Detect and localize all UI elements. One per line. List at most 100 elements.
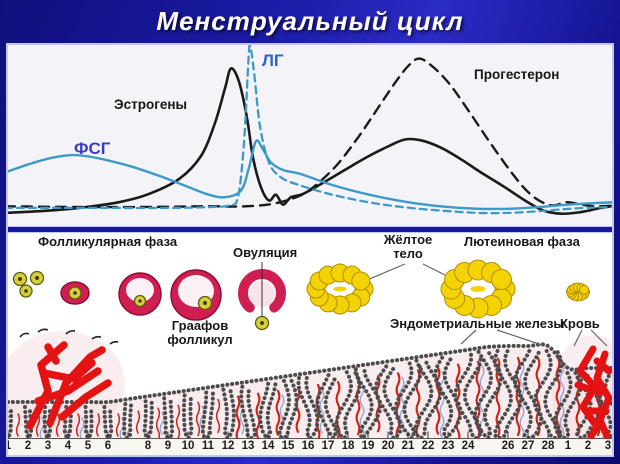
spiral-artery [255, 392, 261, 439]
follicle-primordial [12, 271, 28, 287]
spiral-artery [515, 356, 521, 437]
spiral-artery [95, 413, 101, 437]
label-fsh: ФСГ [74, 139, 111, 158]
menstruation-left [26, 341, 112, 430]
spiral-artery [75, 413, 81, 437]
spiral-artery [575, 378, 581, 437]
day-label: 9 [164, 440, 172, 452]
label-connector [590, 329, 608, 347]
corpus-albicans [566, 282, 590, 302]
day-label: 8 [144, 440, 152, 452]
hormone-chart-panel: Эстрогены Прогестерон ФСГ ЛГ [8, 45, 612, 226]
spiral-artery [555, 356, 561, 437]
label-corpus-luteum: Жёлтое тело [376, 233, 440, 262]
cycle-panel: Фолликулярная фаза Овуляция Жёлтое тело … [8, 233, 612, 455]
tissue-debris [109, 340, 119, 345]
vein [559, 361, 565, 440]
spiral-artery [15, 413, 21, 437]
day-label: 28 [541, 440, 555, 452]
day-label: 12 [221, 440, 235, 452]
spiral-artery [35, 413, 41, 437]
label-corpus-luteum-line1: Жёлтое [383, 233, 433, 247]
endometrial-gland [8, 405, 14, 441]
spiral-artery [195, 401, 201, 437]
curve-lh [8, 45, 612, 215]
label-lh: ЛГ [262, 51, 284, 70]
follicle-primordial [29, 270, 45, 286]
label-graafian-follicle: Граафов фолликул [154, 318, 246, 348]
day-label: 21 [401, 440, 415, 452]
day-label: 23 [441, 440, 455, 452]
vein [119, 417, 125, 441]
tissue-debris [91, 335, 102, 340]
day-label: 17 [321, 440, 335, 452]
spiral-artery [215, 398, 221, 434]
day-label: 5 [84, 440, 92, 452]
tissue-debris [19, 332, 30, 338]
tissue-debris [37, 328, 49, 333]
day-label: 24 [461, 440, 475, 452]
day-label: 22 [421, 440, 435, 452]
label-endometrial-glands: Эндометриальные железы [390, 316, 565, 331]
day-label: 19 [361, 440, 375, 452]
spiral-artery [135, 410, 141, 434]
day-label: 26 [501, 440, 515, 452]
label-progesterone: Прогестерон [474, 67, 560, 82]
endometrial-gland [102, 405, 114, 441]
day-ruler-strip [8, 439, 612, 455]
label-estrogen: Эстрогены [114, 97, 188, 112]
day-label: 18 [341, 440, 355, 452]
day-label: 4 [64, 440, 72, 452]
day-label: 10 [181, 440, 195, 452]
label-ovulation: Овуляция [233, 245, 298, 260]
spiral-artery [115, 413, 121, 437]
day-label: 11 [201, 440, 215, 452]
label-connector [460, 329, 477, 345]
vein [319, 388, 325, 434]
spiral-artery [175, 404, 181, 440]
tissue-debris [65, 329, 76, 335]
spiral-artery [235, 395, 241, 442]
day-label: 20 [381, 440, 395, 452]
day-label: 14 [261, 440, 275, 452]
content-frame: Эстрогены Прогестерон ФСГ ЛГ Фолликулярн… [6, 43, 614, 457]
vein [159, 411, 165, 435]
vein [439, 370, 445, 439]
corpus-luteum-mature [440, 259, 516, 319]
label-connector [496, 329, 543, 346]
follicle-primordial [19, 284, 33, 298]
spiral-artery [355, 378, 361, 436]
ovulated-egg [254, 315, 270, 331]
page-title: Менструальный цикл [156, 6, 464, 36]
surface-epithelium [8, 342, 612, 405]
label-corpus-luteum-line2: тело [393, 246, 423, 262]
spiral-artery [395, 372, 401, 441]
day-label: 15 [281, 440, 295, 452]
day-label: 27 [521, 440, 535, 452]
day-label: 13 [241, 440, 255, 452]
oocyte [133, 294, 147, 308]
label-connector [573, 329, 583, 347]
day-label: 2 [24, 440, 32, 452]
label-blood: Кровь [560, 316, 600, 331]
day-label: 16 [301, 440, 315, 452]
label-graafian-line1: Граафов [171, 318, 229, 333]
oocyte [197, 295, 213, 311]
curve-estrogen [8, 67, 612, 216]
section-divider [8, 226, 612, 233]
label-follicular-phase: Фолликулярная фаза [38, 234, 178, 249]
label-luteal-phase: Лютеиновая фаза [464, 234, 580, 249]
day-label: 6 [104, 440, 112, 452]
oocyte [68, 286, 82, 300]
vein [79, 417, 85, 441]
menstruation-right [574, 345, 612, 440]
corpus-luteum-early [306, 263, 374, 315]
day-label: 1 [8, 440, 19, 452]
label-graafian-line2: фолликул [167, 332, 233, 348]
endometrial-gland [277, 378, 299, 441]
spiral-artery [295, 386, 301, 433]
day-label: 2 [584, 440, 592, 452]
curve-fsh [8, 139, 612, 211]
follicle-antrum [126, 278, 154, 302]
